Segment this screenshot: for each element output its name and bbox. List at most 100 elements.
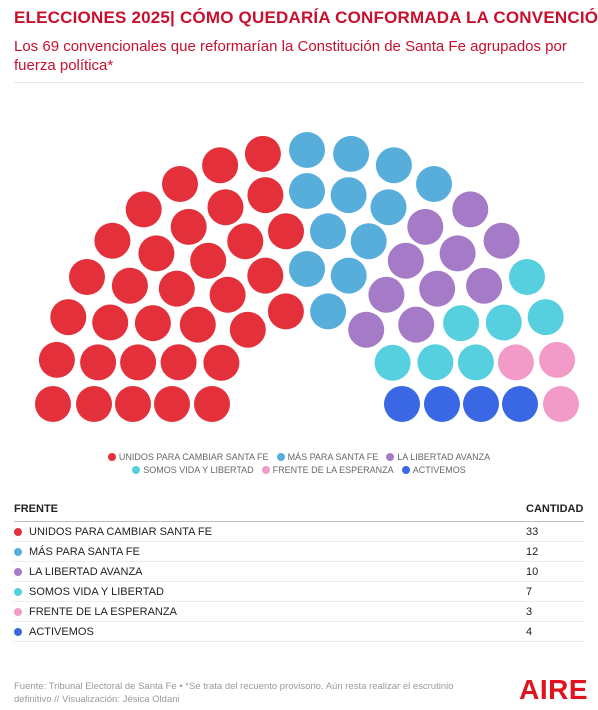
legend-item: ACTIVEMOS — [401, 465, 466, 475]
chart-legend: UNIDOS PARA CAMBIAR SANTA FE MÁS PARA SAN… — [40, 452, 558, 475]
frente-name: ACTIVEMOS — [29, 625, 94, 638]
table-row: MÁS PARA SANTA FE 12 — [14, 542, 584, 562]
legend-swatch — [261, 466, 270, 474]
seat — [289, 132, 325, 168]
seat — [419, 270, 456, 307]
seat — [69, 259, 105, 295]
seat — [50, 299, 87, 336]
party-color-dot — [14, 567, 22, 576]
legend-item: SOMOS VIDA Y LIBERTAD — [132, 465, 254, 475]
seat — [497, 344, 534, 381]
seat — [539, 341, 576, 378]
party-color-dot — [14, 607, 22, 616]
source-note: Fuente: Tribunal Electoral de Santa Fe •… — [14, 681, 454, 705]
seat — [111, 267, 148, 304]
seat — [247, 257, 284, 294]
seat — [417, 344, 454, 381]
chart-title: ELECCIONES 2025| CÓMO QUEDARÍA CONFORMAD… — [14, 8, 598, 27]
frente-cell: MÁS PARA SANTA FE — [14, 546, 140, 558]
seat — [407, 208, 444, 245]
table-row: LA LIBERTAD AVANZA 10 — [14, 562, 584, 582]
legend-swatch — [401, 466, 410, 474]
legend-item: LA LIBERTAD AVANZA — [386, 452, 490, 462]
seat — [190, 242, 227, 279]
table-row: UNIDOS PARA CAMBIAR SANTA FE 33 — [14, 522, 584, 542]
header-cantidad: CANTIDAD — [526, 503, 584, 515]
seat — [457, 344, 494, 381]
seat — [310, 213, 346, 250]
legend-label: SOMOS VIDA Y LIBERTAD — [143, 465, 254, 475]
seat — [267, 293, 304, 330]
seat — [350, 223, 387, 260]
seat — [170, 208, 207, 245]
seat — [384, 386, 420, 422]
seat — [203, 344, 240, 381]
legend-label: UNIDOS PARA CAMBIAR SANTA FE — [118, 452, 269, 462]
seat — [227, 223, 264, 260]
legend-label: MÁS PARA SANTA FE — [287, 452, 379, 462]
legend-label: LA LIBERTAD AVANZA — [397, 452, 491, 462]
seat — [179, 306, 216, 343]
legend-swatch — [132, 466, 141, 474]
seat — [194, 386, 230, 422]
seat — [92, 304, 129, 341]
frente-cell: UNIDOS PARA CAMBIAR SANTA FE — [14, 526, 212, 538]
seat — [229, 311, 266, 348]
legend-item: UNIDOS PARA CAMBIAR SANTA FE — [107, 452, 269, 462]
seat — [374, 344, 411, 381]
seat — [120, 344, 157, 381]
seat — [115, 386, 151, 422]
seat — [134, 305, 171, 342]
brand-logo: AIRE — [519, 674, 588, 705]
table-row: FRENTE DE LA ESPERANZA 3 — [14, 602, 584, 622]
seat — [370, 189, 407, 226]
party-color-dot — [14, 547, 22, 556]
frente-name: MÁS PARA SANTA FE — [29, 545, 140, 558]
seat — [247, 177, 284, 214]
seat — [375, 147, 412, 184]
seat — [310, 293, 347, 330]
frente-cell: LA LIBERTAD AVANZA — [14, 566, 143, 578]
cantidad-cell: 4 — [526, 625, 533, 638]
table-body: UNIDOS PARA CAMBIAR SANTA FE 33 MÁS PARA S… — [14, 522, 584, 642]
chart-subtitle: Los 69 convencionales que reformarían la… — [14, 38, 567, 74]
results-table: FRENTE CANTIDAD UNIDOS PARA CAMBIAR SANT… — [14, 503, 584, 642]
seat — [160, 344, 197, 381]
seat — [289, 173, 325, 209]
header-divider — [14, 82, 584, 83]
seat — [330, 257, 367, 294]
seat — [209, 276, 246, 313]
cantidad-cell: 12 — [526, 545, 539, 558]
legend-item: FRENTE DE LA ESPERANZA — [261, 465, 394, 475]
table-row: ACTIVEMOS 4 — [14, 622, 584, 642]
seat — [543, 386, 579, 422]
seat — [202, 147, 239, 184]
seat — [207, 189, 244, 226]
parliament-chart — [35, 132, 579, 422]
seat — [35, 386, 71, 422]
legend-label: FRENTE DE LA ESPERANZA — [272, 465, 394, 475]
header-frente: FRENTE — [14, 503, 58, 515]
seat — [463, 386, 499, 422]
seat — [527, 299, 564, 336]
frente-cell: ACTIVEMOS — [14, 626, 94, 638]
seat — [416, 166, 452, 202]
frente-name: LA LIBERTAD AVANZA — [29, 565, 143, 578]
legend-swatch — [386, 453, 395, 461]
table-header: FRENTE CANTIDAD — [14, 503, 584, 522]
seat — [289, 251, 325, 287]
seat — [76, 386, 112, 422]
seat — [330, 177, 367, 214]
legend-item: MÁS PARA SANTA FE — [276, 452, 379, 462]
seat — [502, 386, 538, 422]
frente-name: UNIDOS PARA CAMBIAR SANTA FE — [29, 525, 212, 538]
seat — [485, 304, 522, 341]
frente-name: FRENTE DE LA ESPERANZA — [29, 605, 177, 618]
seat — [466, 267, 503, 304]
seat — [162, 166, 198, 202]
seat — [154, 386, 190, 422]
table-row: SOMOS VIDA Y LIBERTAD 7 — [14, 582, 584, 602]
party-color-dot — [14, 627, 22, 636]
legend-swatch — [276, 453, 285, 461]
seat — [368, 276, 405, 313]
